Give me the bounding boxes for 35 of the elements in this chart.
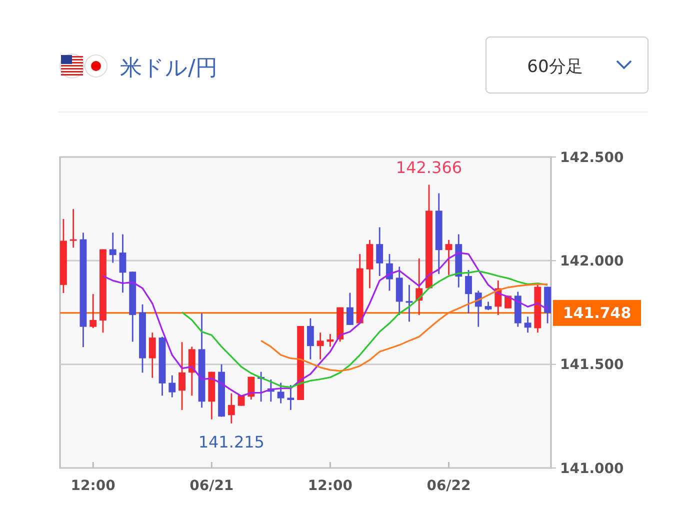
annotation: 142.366 bbox=[396, 158, 462, 177]
ref-line-label: 141.748 bbox=[562, 304, 632, 322]
candlestick bbox=[465, 269, 472, 314]
annotation: 141.215 bbox=[198, 432, 264, 452]
y-tick-label: 141.000 bbox=[560, 460, 624, 477]
y-tick-label: 142.000 bbox=[560, 254, 624, 270]
candlestick bbox=[168, 374, 176, 398]
candlestick bbox=[306, 318, 314, 360]
candlestick bbox=[70, 208, 77, 248]
candlestick bbox=[386, 253, 393, 292]
candlestick bbox=[287, 384, 294, 411]
x-tick-label: 12:00 bbox=[70, 478, 116, 494]
candlestick bbox=[109, 232, 116, 264]
x-tick-label: 06/22 bbox=[426, 478, 471, 494]
candlestick bbox=[90, 293, 97, 329]
candlestick bbox=[316, 332, 324, 360]
x-tick-label: 06/21 bbox=[190, 478, 234, 494]
line-series bbox=[260, 284, 548, 372]
candlestick bbox=[188, 346, 196, 396]
candlestick bbox=[376, 226, 384, 277]
candlestick bbox=[445, 239, 452, 276]
y-tick-label: 141.500 bbox=[560, 357, 624, 374]
candlestick bbox=[148, 332, 156, 379]
candlestick bbox=[228, 392, 235, 424]
text: 60分足 bbox=[527, 57, 583, 77]
line-series bbox=[181, 270, 548, 388]
y-tick-label: 142.500 bbox=[560, 150, 624, 166]
candlestick bbox=[178, 341, 186, 411]
candlestick bbox=[277, 382, 284, 404]
candlestick bbox=[524, 316, 532, 334]
chart-title: 米ドル/円 bbox=[120, 56, 218, 81]
x-tick-label: 12:00 bbox=[308, 478, 353, 494]
candlestick bbox=[119, 234, 126, 294]
candlestick bbox=[406, 284, 413, 322]
candlestick bbox=[346, 292, 354, 326]
